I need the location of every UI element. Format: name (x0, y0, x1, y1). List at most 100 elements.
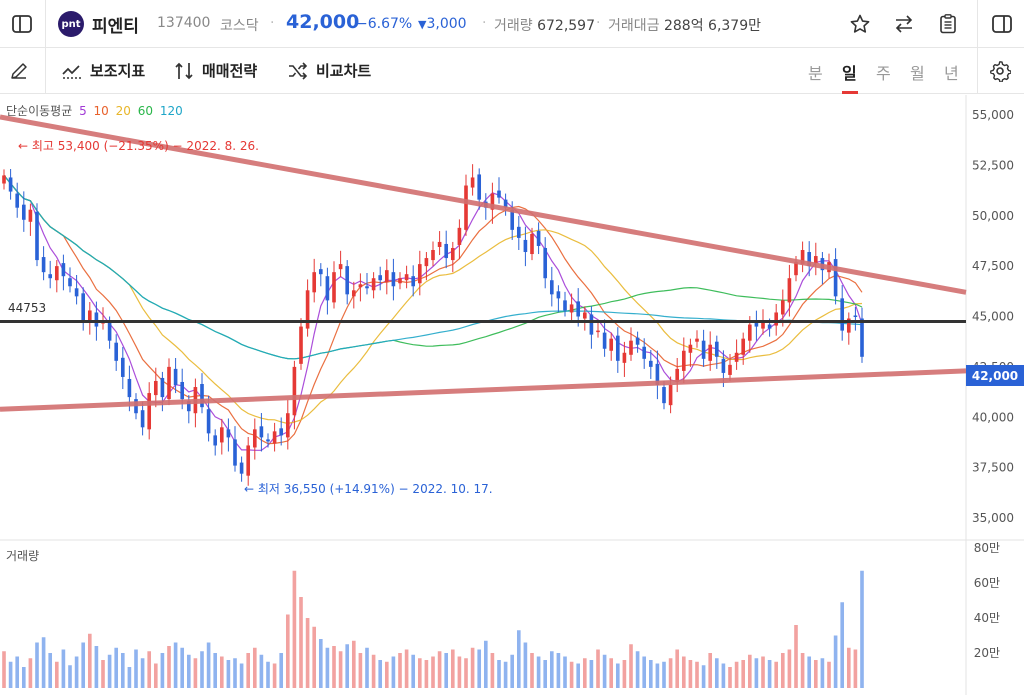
volume-bar (266, 661, 270, 688)
volume-info: 거래량 672,597 (494, 18, 595, 34)
candle-body (219, 427, 224, 443)
volume-bar (285, 614, 290, 688)
candle-body (21, 204, 26, 220)
swap-arrows-icon[interactable] (892, 12, 916, 36)
candle-body (635, 337, 640, 345)
candle-body (655, 363, 660, 386)
ma-10-label: 10 (93, 104, 109, 118)
volume-bar (530, 653, 534, 688)
period-minute[interactable]: 분 (808, 64, 823, 83)
market-name: 코스닥 (220, 18, 259, 34)
volume-bar (147, 651, 152, 688)
candle-body (668, 385, 673, 406)
candle-body (411, 276, 416, 287)
settings-gear-icon[interactable] (989, 60, 1011, 82)
candle-body (398, 278, 402, 284)
volume-bar (365, 647, 369, 688)
ma-legend: 단순이동평균 5 10 20 60 120 (6, 104, 183, 118)
volume-bar (490, 653, 495, 688)
panel-toggle-icon[interactable] (990, 12, 1014, 36)
period-day[interactable]: 일 (842, 64, 857, 83)
ma-60-label: 60 (137, 104, 154, 118)
candle-body (305, 290, 310, 329)
candle-body (424, 258, 429, 267)
candle-body (384, 270, 389, 283)
period-month[interactable]: 월 (910, 64, 925, 83)
volume-bar (200, 651, 204, 688)
candle-body (477, 174, 482, 200)
indicator-button[interactable]: 보조지표 (62, 60, 145, 81)
volume-bar (609, 658, 614, 688)
volume-bar (338, 651, 343, 688)
ma-120-label: 120 (159, 104, 183, 118)
clipboard-icon[interactable] (936, 12, 960, 36)
arrow-left-icon: ← (244, 482, 258, 496)
volume-bar (853, 649, 858, 688)
price-tick-label: 52,500 (972, 158, 1014, 172)
volume-title: 거래량 (6, 549, 40, 563)
volume-bar (378, 660, 383, 688)
candle-body (596, 330, 600, 333)
volume-bar (543, 660, 548, 688)
volume-bar (860, 570, 864, 688)
favorite-star-icon[interactable] (848, 12, 872, 36)
volume-bar (556, 653, 561, 688)
candle-body (563, 300, 567, 311)
candle-body (41, 257, 46, 273)
volume-tick-label: 20만 (974, 646, 1000, 660)
volume-bar (160, 653, 165, 688)
upper-trendline (0, 114, 967, 295)
period-week[interactable]: 주 (876, 64, 891, 83)
volume-bar (239, 663, 244, 688)
candle-body (325, 276, 330, 301)
candle-body (226, 429, 231, 438)
volume-bar (840, 602, 845, 688)
compare-button[interactable]: 비교차트 (288, 60, 371, 81)
candle-body (285, 413, 290, 438)
volume-bar (384, 661, 389, 688)
ma-20-line (3, 175, 863, 425)
candle-body (721, 358, 726, 373)
candle-body (549, 280, 554, 295)
pencil-icon[interactable] (8, 60, 30, 82)
volume-bar (635, 651, 640, 688)
candle-body (728, 364, 732, 375)
separator-dot: · (596, 15, 601, 31)
candle-body (246, 445, 251, 476)
price-chart[interactable]: 55,00052,50050,00047,50045,00042,50040,0… (0, 95, 1024, 695)
candle-body (774, 312, 779, 326)
candle-body (404, 274, 409, 281)
down-triangle-icon: ▼ (418, 18, 427, 31)
candle-body (312, 272, 317, 293)
volume-bar (345, 644, 350, 688)
price-tick-label: 50,000 (972, 209, 1014, 223)
period-year[interactable]: 년 (944, 64, 959, 83)
separator-dot: · (270, 15, 275, 31)
candle-body (444, 243, 449, 259)
separator-dot: · (482, 15, 487, 31)
volume-bar (332, 646, 336, 688)
volume-bar (219, 656, 224, 688)
volume-bar (48, 653, 53, 688)
volume-bar (622, 660, 627, 688)
candle-body (186, 401, 191, 412)
candle-body (28, 209, 33, 222)
active-period-indicator (842, 91, 858, 94)
volume-bar (708, 653, 713, 688)
candle-body (846, 318, 851, 333)
volume-bar (35, 642, 39, 688)
volume-bar (701, 665, 706, 688)
candle-body (833, 259, 838, 297)
candle-body (530, 233, 534, 255)
candle-body (701, 340, 706, 359)
volume-bar (589, 660, 594, 688)
candle-body (259, 426, 264, 438)
volume-bar (114, 647, 119, 688)
volume-bar (787, 649, 792, 688)
change-percent: −6.67% (356, 16, 413, 32)
candle-body (338, 264, 343, 270)
sidebar-toggle-icon[interactable] (10, 12, 34, 36)
volume-bar (87, 633, 92, 688)
strategy-button[interactable]: 매매전략 (174, 60, 257, 81)
candle-body (800, 250, 805, 265)
